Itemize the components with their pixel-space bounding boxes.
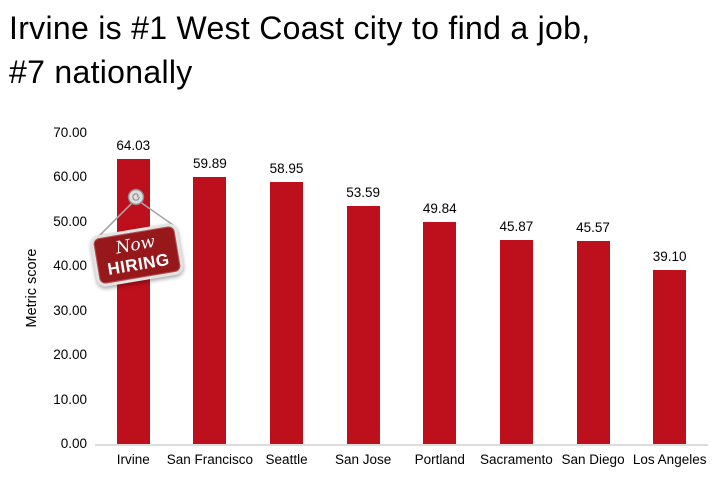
bar-value-label: 58.95	[269, 160, 304, 176]
chart-title-line2: #7 nationally	[9, 54, 193, 90]
bar-san-francisco	[193, 177, 227, 444]
y-tick-label: 50.00	[53, 213, 87, 229]
bar-irvine	[116, 159, 150, 444]
bar-los-angeles	[653, 270, 687, 444]
bar-seattle	[270, 181, 304, 444]
x-tick-label: San Jose	[335, 452, 392, 467]
bar-value-label: 49.84	[422, 201, 457, 217]
chart-title: Irvine is #1 West Coast city to find a j…	[9, 6, 699, 94]
x-tick-label: Los Angeles	[632, 452, 707, 467]
bar-value-label: 59.89	[193, 156, 227, 172]
bar-value-label: 39.10	[652, 249, 687, 264]
x-tick-label: Sacramento	[480, 452, 553, 467]
x-tick-label: Portland	[414, 452, 465, 467]
bar-value-label: 45.87	[499, 218, 534, 234]
bar-value-label: 64.03	[116, 138, 151, 154]
y-tick-label: 20.00	[53, 347, 87, 362]
y-tick-label: 10.00	[53, 391, 87, 407]
bar-value-label: 45.57	[576, 220, 610, 236]
y-tick-label: 40.00	[53, 258, 87, 273]
chart-title-line1: Irvine is #1 West Coast city to find a j…	[9, 10, 591, 46]
y-tick-label: 0.00	[60, 436, 87, 451]
pin-icon	[127, 188, 145, 206]
x-tick-label: San Francisco	[166, 452, 254, 467]
bar-value-label: 53.59	[346, 184, 381, 200]
bar-san-jose	[346, 205, 380, 444]
x-axis-line	[95, 444, 708, 446]
x-tick-label: Irvine	[116, 452, 150, 467]
bar-portland	[423, 222, 457, 444]
y-tick-label: 30.00	[53, 302, 87, 318]
y-axis-title: Metric score	[24, 248, 40, 328]
bar-san-diego	[576, 241, 610, 444]
x-tick-label: Seattle	[265, 452, 308, 467]
bar-sacramento	[499, 239, 533, 444]
y-tick-label: 70.00	[53, 124, 87, 140]
x-tick-label: San Diego	[561, 452, 625, 467]
badge-pin-and-strings	[95, 188, 174, 240]
y-tick-label: 60.00	[53, 169, 87, 184]
